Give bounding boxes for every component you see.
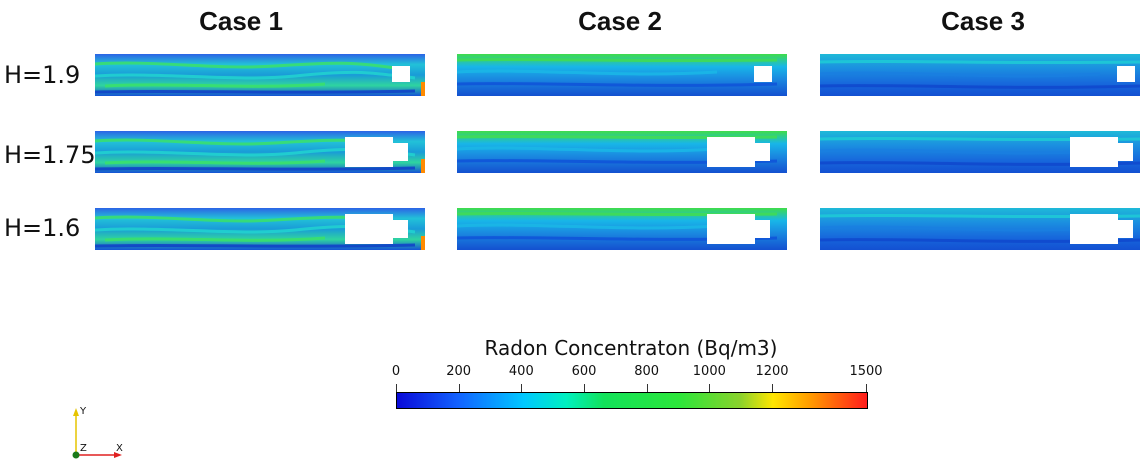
axes-triad: Y Z X — [72, 406, 123, 459]
contour-panel-r3-c2 — [457, 208, 787, 250]
colorbar-tick-label-200: 200 — [446, 364, 472, 379]
colorbar-tick-0 — [396, 384, 397, 392]
contour-panel-r1-c1 — [95, 54, 425, 96]
colorbar-tick-600 — [584, 384, 585, 392]
contour-panel-r3-c1 — [95, 208, 425, 250]
colorbar-tick-1000 — [709, 384, 711, 392]
case-title-1: Case 1 — [199, 6, 283, 36]
y-axis-arrow — [73, 408, 79, 416]
x-axis-arrow — [114, 452, 122, 458]
colorbar-tick-1500 — [866, 384, 867, 392]
contour-panel-r2-c3 — [820, 131, 1140, 173]
z-axis-dot — [72, 451, 80, 459]
x-axis-label: X — [116, 443, 123, 454]
colorbar-tick-label-400: 400 — [508, 364, 534, 379]
row-label-3: H=1.6 — [4, 214, 81, 242]
contour-panel-r2-c1 — [95, 131, 425, 173]
contour-panel-r1-c2 — [457, 54, 787, 96]
colorbar-title: Radon Concentraton (Bq/m3) — [484, 336, 778, 360]
y-axis-label: Y — [79, 406, 87, 417]
row-label-1: H=1.9 — [4, 61, 81, 89]
contour-panel-r1-c3 — [820, 54, 1140, 96]
row-label-2: H=1.75 — [4, 141, 96, 169]
colorbar-tick-400 — [521, 384, 523, 392]
colorbar-tick-label-800: 800 — [634, 364, 660, 379]
colorbar-tick-200 — [458, 384, 460, 392]
contour-panel-r3-c3 — [820, 208, 1140, 250]
colorbar-tick-label-1000: 1000 — [692, 364, 726, 379]
colorbar-tick-label-1500: 1500 — [849, 364, 883, 379]
case-title-2: Case 2 — [578, 6, 662, 36]
colorbar-tick-800 — [646, 384, 648, 392]
colorbar-tick-label-600: 600 — [571, 364, 597, 379]
colorbar-tick-label-0: 0 — [391, 364, 401, 379]
colorbar-tick-1200 — [772, 384, 773, 392]
colorbar — [396, 392, 868, 409]
z-axis-label: Z — [80, 443, 87, 454]
colorbar-tick-label-1200: 1200 — [755, 364, 789, 379]
contour-panel-r2-c2 — [457, 131, 787, 173]
case-title-3: Case 3 — [941, 6, 1025, 36]
